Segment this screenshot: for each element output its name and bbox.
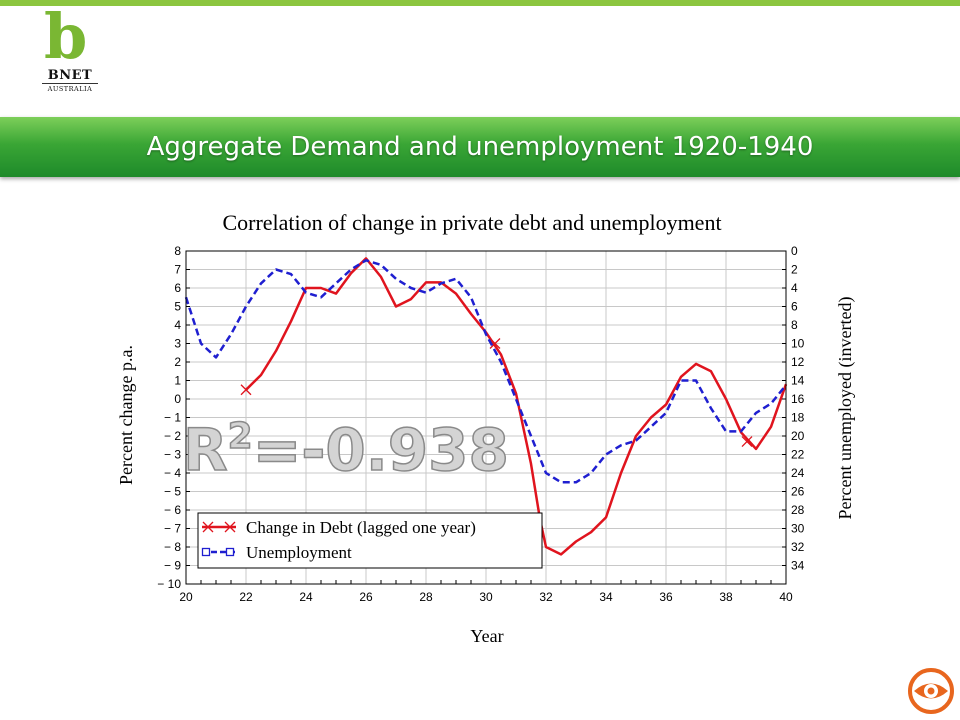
y2-tick-label: 4 [791, 281, 798, 295]
y2-tick-label: 18 [791, 411, 805, 425]
y2-tick-label: 24 [791, 466, 805, 480]
y2-tick-label: 22 [791, 448, 805, 462]
y2-tick-label: 6 [791, 300, 798, 314]
r-squared-annotation: R2=-0.938 [183, 416, 509, 484]
legend-marker-x [202, 521, 214, 533]
page-title: Aggregate Demand and unemployment 1920-1… [146, 132, 814, 162]
y-tick-label: 6 [174, 281, 181, 295]
r-value: =-0.938 [253, 416, 509, 484]
logo-letter: b [44, 0, 88, 73]
y2-tick-label: 14 [791, 374, 805, 388]
y-tick-label: − 7 [164, 522, 181, 536]
y-tick-label: 7 [174, 263, 181, 277]
debt-marker [741, 436, 753, 448]
x-tick-label: 32 [539, 590, 553, 604]
legend-marker-square [225, 547, 235, 557]
x-tick-label: 30 [479, 590, 493, 604]
r-exponent: 2 [228, 416, 253, 457]
y-tick-label: − 3 [164, 448, 181, 462]
x-tick-label: 34 [599, 590, 613, 604]
x-tick-label: 36 [659, 590, 673, 604]
y-tick-label: − 5 [164, 485, 181, 499]
y-axis-label: Percent change p.a. [116, 345, 136, 485]
title-banner: Aggregate Demand and unemployment 1920-1… [0, 117, 960, 177]
y-tick-label: − 2 [164, 429, 181, 443]
y2-axis-label: Percent unemployed (inverted) [835, 297, 856, 520]
chart-legend: Change in Debt (lagged one year) Unemploy… [197, 512, 543, 569]
debt-marker [489, 338, 501, 349]
x-tick-label: 22 [239, 590, 253, 604]
legend-label: Change in Debt (lagged one year) [246, 518, 476, 537]
y2-tick-label: 20 [791, 429, 805, 443]
y-tick-label: 1 [174, 374, 181, 388]
y2-tick-label: 26 [791, 485, 805, 499]
y-tick-label: − 8 [164, 540, 181, 554]
logo-subtitle: AUSTRALIA [47, 85, 93, 93]
x-tick-label: 38 [719, 590, 733, 604]
y2-tick-label: 0 [791, 244, 798, 258]
legend-box [197, 512, 543, 569]
y2-tick-label: 2 [791, 263, 798, 277]
y-tick-label: 4 [174, 318, 181, 332]
y-tick-label: − 9 [164, 559, 181, 573]
y-tick-label: 5 [174, 300, 181, 314]
r-letter: R [183, 416, 228, 484]
y2-tick-label: 10 [791, 337, 805, 351]
x-tick-label: 24 [299, 590, 313, 604]
series-line-debt [245, 257, 788, 556]
plot-frame [185, 250, 787, 585]
y-tick-label: − 4 [164, 466, 181, 480]
y-tick-label: 0 [174, 392, 181, 406]
debt-marker [240, 384, 252, 396]
chart-title: Correlation of change in private debt an… [222, 210, 721, 235]
x-axis-label: Year [470, 626, 503, 646]
y-tick-label: − 10 [157, 577, 181, 591]
y2-tick-label: 16 [791, 392, 805, 406]
y-tick-label: 8 [174, 244, 181, 258]
y2-tick-label: 28 [791, 503, 805, 517]
y-tick-label: 2 [174, 355, 181, 369]
series-line-unemployment [184, 259, 787, 484]
x-tick-label: 20 [179, 590, 193, 604]
legend-marker-x [224, 521, 236, 533]
logo-divider [42, 83, 98, 84]
y2-tick-label: 8 [791, 318, 798, 332]
y-tick-label: − 1 [164, 411, 181, 425]
y-tick-label: 3 [174, 337, 181, 351]
x-tick-label: 28 [419, 590, 433, 604]
x-tick-label: 40 [779, 590, 793, 604]
bnet-logo[interactable]: b BNET AUSTRALIA [38, 6, 104, 96]
x-tick-label: 26 [359, 590, 373, 604]
legend-label: Unemployment [246, 543, 352, 562]
y2-tick-label: 34 [791, 559, 805, 573]
top-stripe [0, 0, 960, 6]
y2-tick-label: 32 [791, 540, 805, 554]
y2-tick-label: 12 [791, 355, 805, 369]
y2-tick-label: 30 [791, 522, 805, 536]
series-layer [184, 257, 788, 556]
y-tick-label: − 6 [164, 503, 181, 517]
cbs-eye-logo[interactable] [908, 668, 954, 714]
legend-marker-square [201, 547, 211, 557]
logo-name: BNET [47, 68, 93, 83]
